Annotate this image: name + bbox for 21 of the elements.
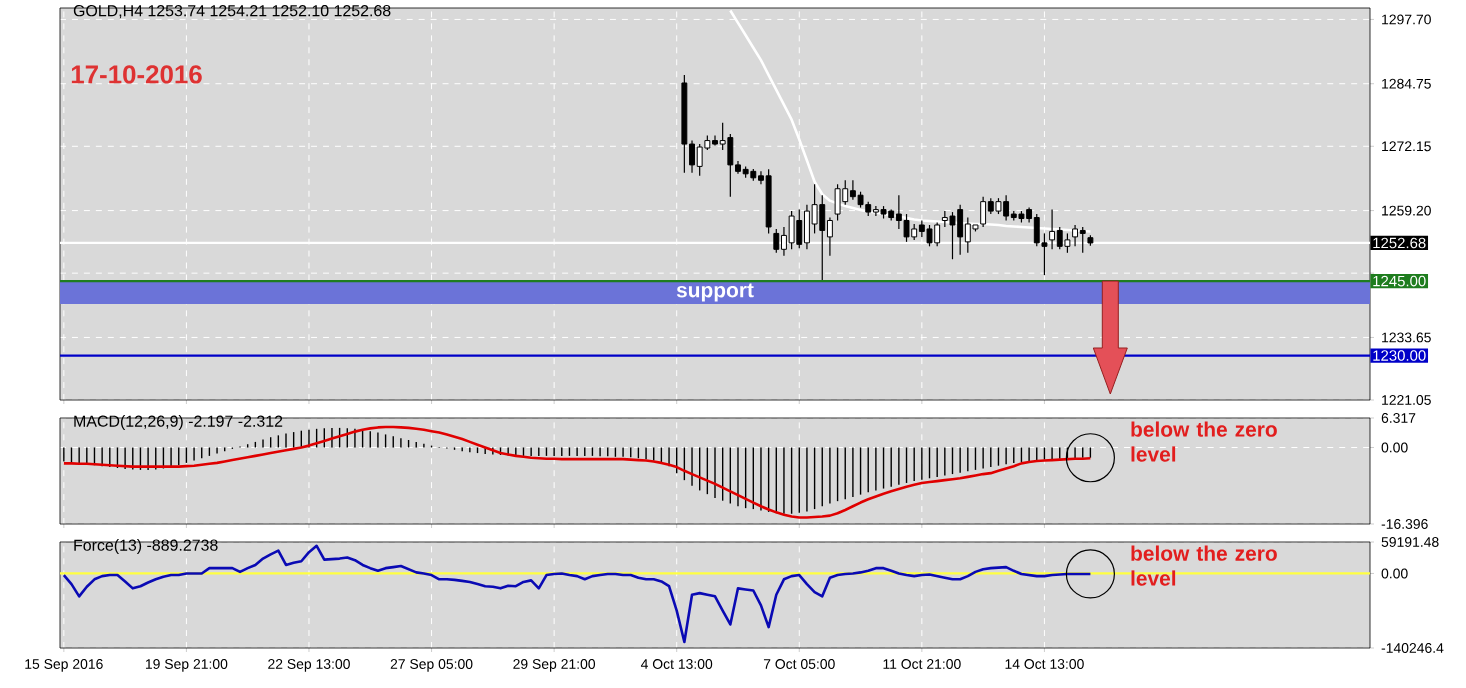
candlestick: [849, 179, 856, 201]
candlestick: [980, 196, 987, 228]
candlestick: [872, 205, 879, 217]
candlestick: [1003, 194, 1010, 222]
candlestick: [1079, 226, 1086, 254]
candlestick: [773, 228, 780, 254]
candlestick: [1033, 213, 1040, 247]
candlestick: [819, 194, 826, 281]
candlestick: [895, 194, 902, 230]
band-label: support: [676, 283, 754, 302]
candlestick: [957, 204, 964, 256]
candlestick: [796, 208, 803, 249]
candlestick: [696, 143, 703, 177]
candlestick: [834, 183, 841, 222]
candlestick: [926, 224, 933, 247]
annotation: 17-10-2016: [71, 65, 202, 84]
annotation: below the zero level: [1131, 421, 1277, 462]
candlestick: [949, 211, 956, 260]
annotation: below the zero level: [1131, 545, 1277, 586]
candlestick: [1056, 226, 1063, 250]
candlestick: [727, 133, 734, 198]
